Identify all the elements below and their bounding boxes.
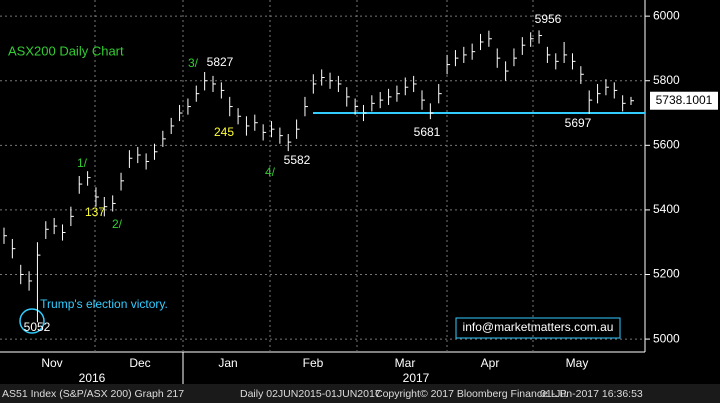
footer-bar <box>0 384 720 403</box>
watermark: info@marketmatters.com.au <box>463 320 614 334</box>
annotation: 1/ <box>77 156 88 170</box>
x-tick-label: Nov <box>41 356 62 370</box>
y-tick-label: 5200 <box>653 267 680 281</box>
x-tick-label: Jan <box>218 356 237 370</box>
footer-text: Copyright© 2017 Bloomberg Finance L.P. <box>375 388 568 400</box>
election-circle <box>19 308 45 334</box>
y-tick-label: 5600 <box>653 137 680 151</box>
x-tick-label: Feb <box>303 356 324 370</box>
y-tick-label: 5400 <box>653 202 680 216</box>
x-tick-label: Apr <box>481 356 500 370</box>
annotation: 5827 <box>207 55 234 69</box>
annotation: 5052 <box>24 320 51 334</box>
year-label: 2017 <box>403 371 430 385</box>
y-tick-label: 5000 <box>653 331 680 345</box>
y-tick-label: 5800 <box>653 73 680 87</box>
footer-text: Daily 02JUN2015-01JUN2017 <box>240 388 381 400</box>
year-label: 2016 <box>79 371 106 385</box>
chart-title: ASX200 Daily Chart <box>8 43 124 58</box>
x-tick-label: Dec <box>129 356 150 370</box>
footer-text: AS51 Index (S&P/ASX 200) Graph 217 <box>2 388 184 400</box>
x-tick-label: May <box>566 356 589 370</box>
watermark-box <box>455 317 621 339</box>
x-tick-label: Mar <box>395 356 416 370</box>
annotation: 5681 <box>414 125 441 139</box>
annotation: 5582 <box>284 153 311 167</box>
annotation: 2/ <box>112 217 123 231</box>
y-tick-label: 6000 <box>653 8 680 22</box>
annotation: 5697 <box>565 116 592 130</box>
last-price-label: 5738.1001 <box>656 93 713 107</box>
last-price-box <box>650 91 718 110</box>
annotation: 4/ <box>265 165 276 179</box>
annotation: Trump's election victory. <box>40 297 168 311</box>
annotation: 3/ <box>188 56 199 70</box>
annotation: 245 <box>214 125 234 139</box>
footer-text: 01-Jun-2017 16:36:53 <box>540 388 643 400</box>
annotation: 5956 <box>535 12 562 26</box>
annotation: 137 <box>85 205 105 219</box>
